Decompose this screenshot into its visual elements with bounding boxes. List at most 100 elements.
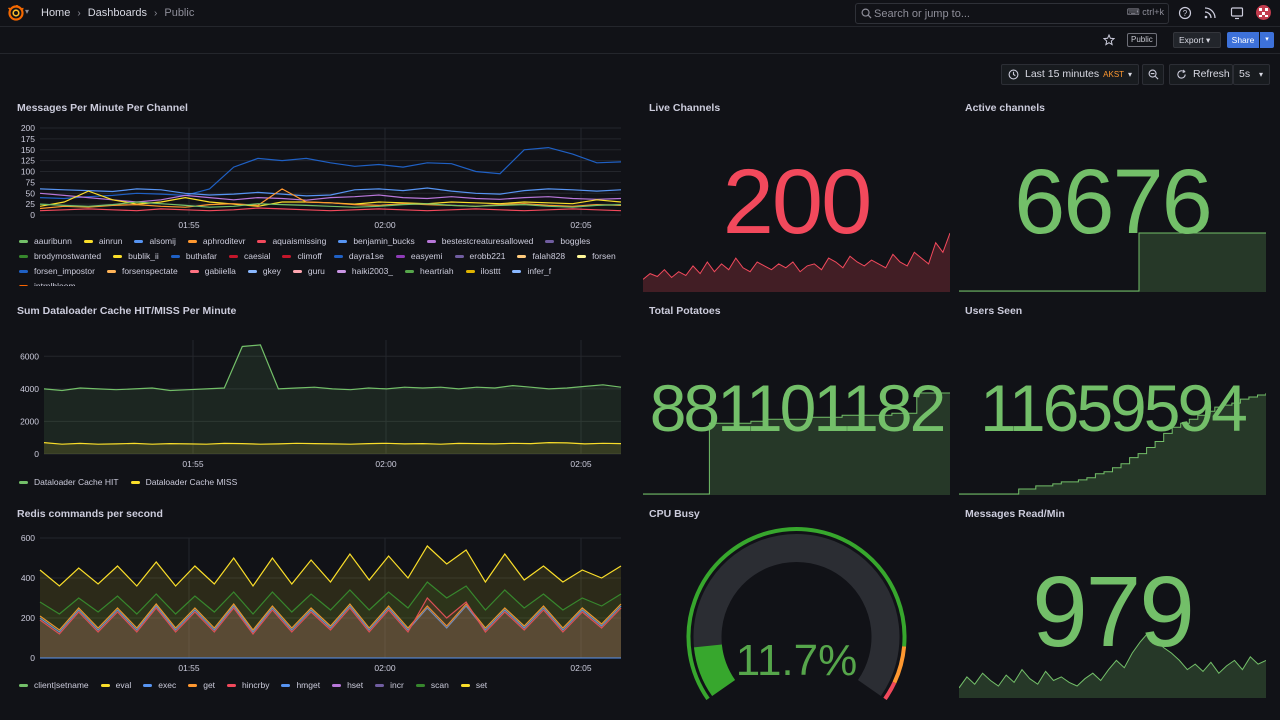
legend-item-hset[interactable]: hset bbox=[332, 678, 363, 692]
legend-label: ainrun bbox=[98, 236, 123, 246]
x-tick-label: 02:05 bbox=[570, 220, 592, 230]
grafana-logo-icon[interactable] bbox=[8, 5, 24, 21]
legend-item-gabiiella[interactable]: gabiiella bbox=[189, 266, 236, 276]
y-tick-label: 0 bbox=[34, 449, 39, 459]
share-button[interactable]: Share bbox=[1227, 32, 1259, 48]
avatar-icon bbox=[1259, 8, 1268, 17]
panel-title-active-channels[interactable]: Active channels bbox=[965, 102, 1045, 114]
y-tick-label: 0 bbox=[30, 210, 35, 220]
y-tick-label: 600 bbox=[21, 533, 35, 543]
refresh-button[interactable]: Refresh bbox=[1169, 64, 1233, 85]
legend-item-hincrby[interactable]: hincrby bbox=[227, 678, 269, 692]
panel-title-cache[interactable]: Sum Dataloader Cache HIT/MISS Per Minute bbox=[17, 305, 237, 317]
panel-title-messages-read[interactable]: Messages Read/Min bbox=[965, 508, 1065, 520]
legend-item-buthafar[interactable]: buthafar bbox=[170, 251, 217, 261]
legend-item-intrnlbloom[interactable]: intrnlbloom bbox=[19, 281, 76, 286]
legend-item-incr[interactable]: incr bbox=[375, 678, 404, 692]
legend-item-forsen-impostor[interactable]: forsen_impostor bbox=[19, 266, 95, 276]
legend-label: Dataloader Cache HIT bbox=[34, 477, 119, 487]
legend-item-ilosttt[interactable]: ilosttt bbox=[465, 266, 500, 276]
sparkline-area bbox=[959, 233, 1266, 292]
y-tick-label: 100 bbox=[21, 167, 35, 177]
legend-swatch bbox=[454, 254, 464, 258]
refresh-interval-picker[interactable]: 5s ▾ bbox=[1233, 64, 1270, 85]
legend-item-aphroditevr[interactable]: aphroditevr bbox=[187, 236, 245, 246]
legend-label: forsenspectate bbox=[121, 266, 178, 276]
legend-swatch bbox=[106, 269, 116, 273]
legend-item-heartriah[interactable]: heartriah bbox=[405, 266, 454, 276]
legend-item-client-setname[interactable]: client|setname bbox=[19, 678, 89, 692]
share-menu-chevron-icon[interactable]: ▾ bbox=[1260, 32, 1274, 48]
monitor-icon[interactable] bbox=[1230, 6, 1244, 20]
legend-item-boggles[interactable]: boggles bbox=[545, 236, 590, 246]
legend-item-set[interactable]: set bbox=[460, 678, 487, 692]
legend-label: forsen bbox=[592, 251, 616, 261]
refresh-icon bbox=[1177, 69, 1186, 79]
legend-item-brodymostwanted[interactable]: brodymostwanted bbox=[19, 251, 101, 261]
panel-title-redis[interactable]: Redis commands per second bbox=[17, 508, 163, 520]
legend-item-caesial[interactable]: caesial bbox=[229, 251, 270, 261]
cache-chart[interactable]: 0 2000 4000 6000 01:55 02:00 02:05 bbox=[0, 330, 630, 470]
legend-item-aauribunn[interactable]: aauribunn bbox=[19, 236, 72, 246]
legend-item-hmget[interactable]: hmget bbox=[281, 678, 320, 692]
legend-item-climoff[interactable]: climoff bbox=[282, 251, 322, 261]
redis-chart[interactable]: 0 200 400 600 01:55 02:00 02:05 bbox=[0, 528, 630, 673]
legend-swatch bbox=[227, 683, 237, 687]
legend-item-get[interactable]: get bbox=[188, 678, 215, 692]
gauge-value-arc bbox=[693, 643, 736, 697]
cpu-busy-value: 11.7% bbox=[735, 636, 858, 685]
legend-item-easyemi[interactable]: easyemi bbox=[395, 251, 443, 261]
legend-swatch bbox=[19, 284, 28, 286]
legend-item-alsomij[interactable]: alsomij bbox=[134, 236, 176, 246]
legend-swatch bbox=[113, 254, 123, 258]
legend-item-scan[interactable]: scan bbox=[415, 678, 449, 692]
series-line-s1 bbox=[39, 146, 622, 200]
time-range-picker[interactable]: Last 15 minutes AKST ▾ bbox=[1001, 64, 1139, 85]
legend-item-dayra1se[interactable]: dayra1se bbox=[333, 251, 384, 261]
legend-item-falah828[interactable]: falah828 bbox=[517, 251, 565, 261]
legend-item-forsenspectate[interactable]: forsenspectate bbox=[106, 266, 178, 276]
legend-item-exec[interactable]: exec bbox=[143, 678, 176, 692]
panel-title-live-channels[interactable]: Live Channels bbox=[649, 102, 721, 114]
legend-item-guru[interactable]: guru bbox=[292, 266, 325, 276]
legend-item-aquaismissing[interactable]: aquaismissing bbox=[257, 236, 326, 246]
legend-item-eval[interactable]: eval bbox=[100, 678, 131, 692]
legend-swatch bbox=[19, 480, 28, 484]
legend-item-bublik-ii[interactable]: bublik_ii bbox=[113, 251, 159, 261]
legend-item-dataloader-cache-miss[interactable]: Dataloader Cache MISS bbox=[130, 475, 237, 489]
y-tick-label: 6000 bbox=[20, 351, 39, 361]
series-line-get bbox=[39, 603, 622, 631]
legend-item-gkey[interactable]: gkey bbox=[247, 266, 281, 276]
search-input[interactable]: Search or jump to... ⌨ ctrl+k bbox=[855, 3, 1169, 24]
legend-item-forsen[interactable]: forsen bbox=[577, 251, 616, 261]
legend-item-haiki2003[interactable]: haiki2003_ bbox=[336, 266, 393, 276]
export-button[interactable]: Export ▾ bbox=[1173, 32, 1221, 48]
sparkline-line bbox=[959, 632, 1266, 689]
legend-item-dataloader-cache-hit[interactable]: Dataloader Cache HIT bbox=[19, 475, 119, 489]
help-icon[interactable]: ? bbox=[1178, 6, 1192, 20]
legend-item-benjamin-bucks[interactable]: benjamin_bucks bbox=[338, 236, 415, 246]
legend-item-bestestcreaturesallowed[interactable]: bestestcreaturesallowed bbox=[426, 236, 533, 246]
chevron-down-icon[interactable]: ▾ bbox=[25, 7, 30, 16]
panel-title-users-seen[interactable]: Users Seen bbox=[965, 305, 1023, 317]
breadcrumb-dashboards[interactable]: Dashboards bbox=[87, 7, 148, 19]
chevron-down-icon: ▾ bbox=[1127, 70, 1132, 79]
panel-title-cpu-busy[interactable]: CPU Busy bbox=[649, 508, 700, 520]
legend-swatch bbox=[338, 239, 348, 243]
messages-read-sparkline bbox=[959, 632, 1266, 698]
legend-swatch bbox=[375, 683, 385, 687]
zoom-out-button[interactable] bbox=[1142, 64, 1164, 85]
panel-title-messages-per-minute[interactable]: Messages Per Minute Per Channel bbox=[17, 102, 188, 114]
legend-item-ainrun[interactable]: ainrun bbox=[83, 236, 123, 246]
legend-item-erobb221[interactable]: erobb221 bbox=[454, 251, 505, 261]
breadcrumb-home[interactable]: Home bbox=[41, 7, 71, 19]
legend-item-infer-f[interactable]: infer_f bbox=[512, 266, 551, 276]
total-potatoes-value: 881101182 bbox=[649, 371, 947, 445]
time-range-label: Last 15 minutes bbox=[1025, 68, 1100, 80]
star-icon[interactable] bbox=[1103, 34, 1115, 46]
rss-icon[interactable] bbox=[1203, 6, 1217, 20]
series-line-s5 bbox=[39, 188, 622, 210]
panel-title-total-potatoes[interactable]: Total Potatoes bbox=[649, 305, 721, 317]
user-avatar[interactable] bbox=[1256, 5, 1271, 20]
